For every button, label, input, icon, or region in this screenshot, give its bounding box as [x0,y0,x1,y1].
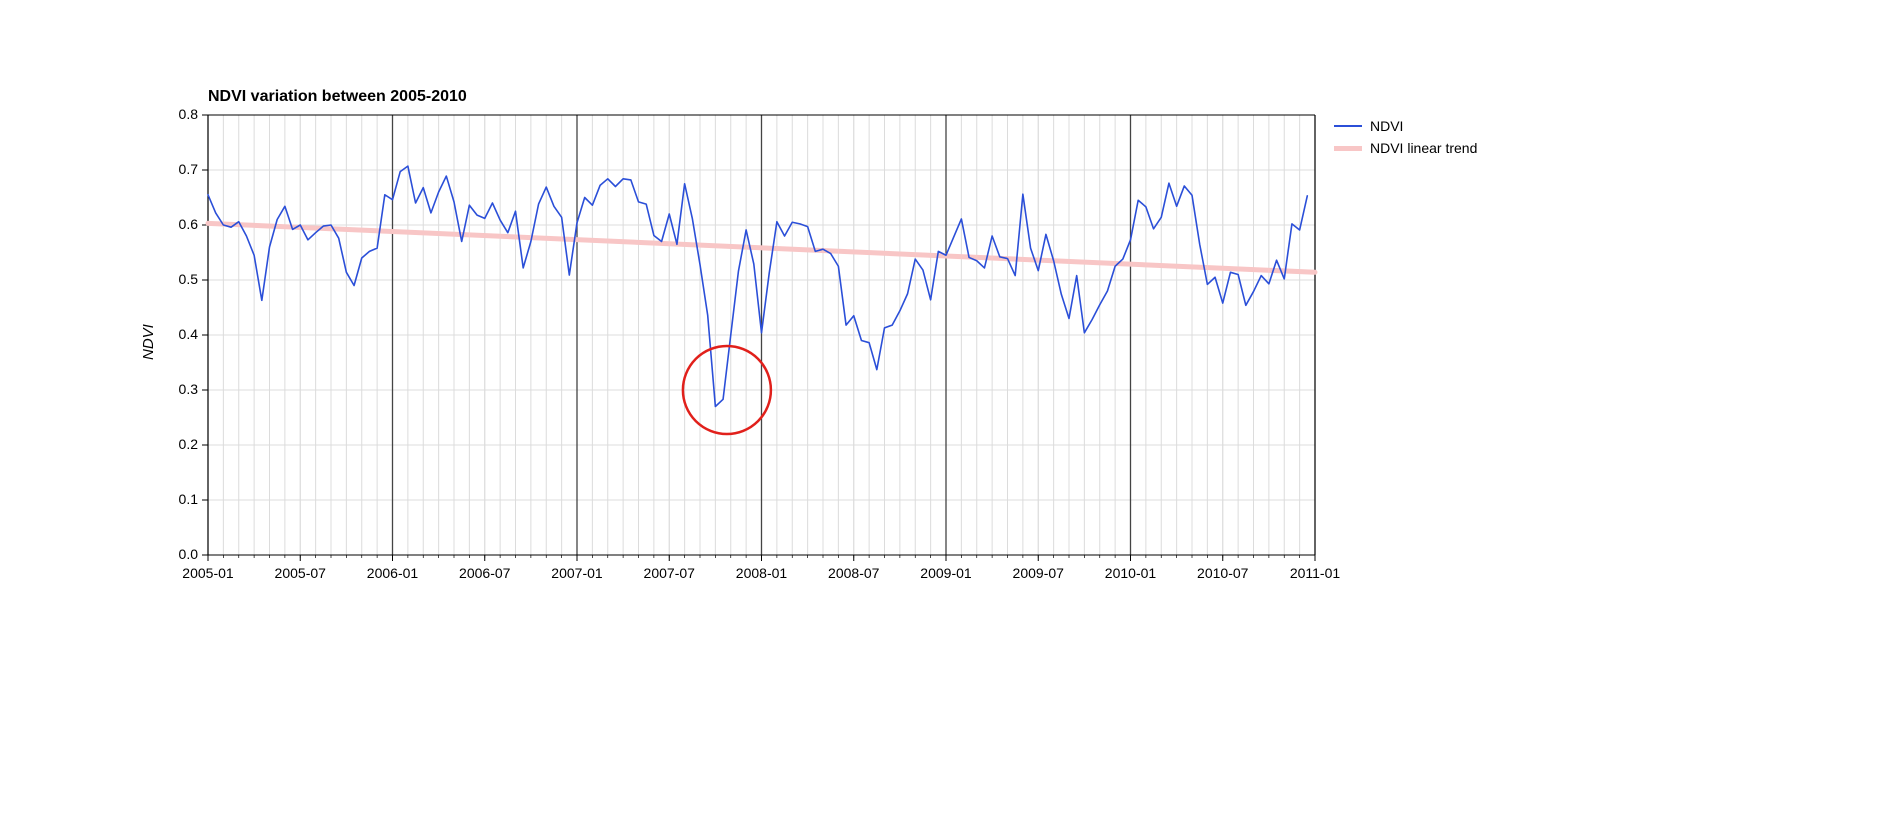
x-tick-label: 2009-01 [916,565,976,581]
legend-swatch [1334,125,1362,127]
chart-svg [0,0,1880,814]
x-tick-label: 2007-01 [547,565,607,581]
x-tick-label: 2008-01 [732,565,792,581]
y-tick-label: 0.2 [179,436,198,452]
legend-item-ndvi: NDVI [1334,118,1477,134]
legend-label: NDVI [1370,118,1403,134]
y-tick-label: 0.4 [179,326,198,342]
legend-label: NDVI linear trend [1370,140,1477,156]
x-tick-label: 2011-01 [1285,565,1345,581]
x-tick-label: 2008-07 [824,565,884,581]
y-tick-label: 0.7 [179,161,198,177]
x-tick-label: 2007-07 [639,565,699,581]
legend-swatch [1334,146,1362,151]
y-tick-label: 0.5 [179,271,198,287]
x-tick-label: 2009-07 [1008,565,1068,581]
y-tick-label: 0.1 [179,491,198,507]
x-tick-label: 2010-07 [1193,565,1253,581]
y-tick-label: 0.6 [179,216,198,232]
y-tick-label: 0.0 [179,546,198,562]
legend-item-trend: NDVI linear trend [1334,140,1477,156]
legend: NDVI NDVI linear trend [1334,118,1477,162]
x-tick-label: 2005-07 [270,565,330,581]
y-tick-label: 0.8 [179,106,198,122]
y-tick-label: 0.3 [179,381,198,397]
x-tick-label: 2005-01 [178,565,238,581]
x-tick-label: 2006-07 [455,565,515,581]
x-tick-label: 2006-01 [363,565,423,581]
chart-container: NDVI variation between 2005-2010 NDVI ND… [0,0,1880,814]
x-tick-label: 2010-01 [1101,565,1161,581]
